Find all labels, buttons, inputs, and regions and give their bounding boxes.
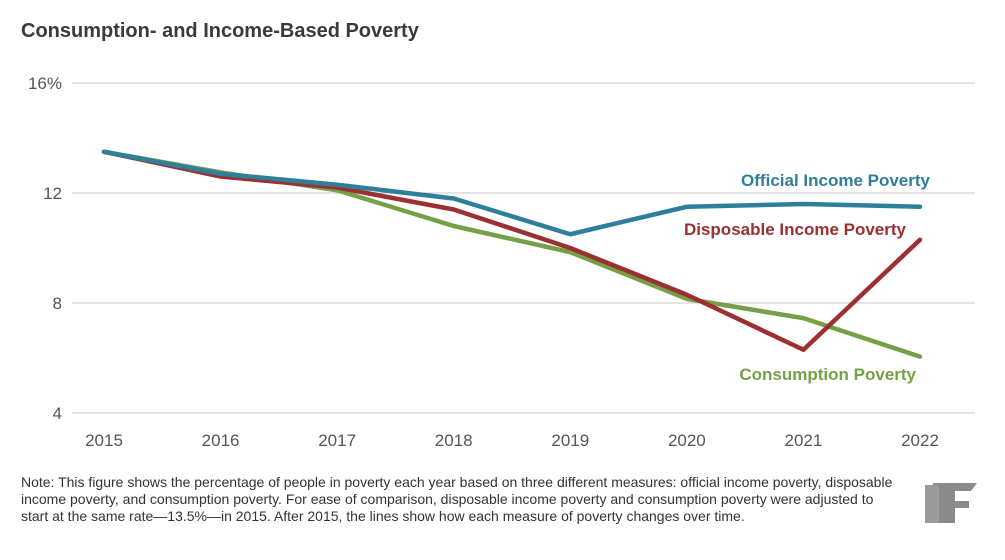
series-line-disposable-income-poverty (101, 149, 923, 352)
x-tick-label: 2020 (668, 431, 706, 450)
y-tick-label: 4 (53, 404, 62, 423)
x-tick-label: 2021 (785, 431, 823, 450)
x-tick-label: 2017 (318, 431, 356, 450)
line-chart: 4 8 12 16% 2015 2016 2017 2018 2019 2020 2021 2022 O… (28, 74, 975, 450)
series-line-official-income-poverty (101, 149, 923, 237)
y-tick-label: 12 (43, 184, 62, 203)
x-tick-label: 2019 (551, 431, 589, 450)
y-tick-label: 8 (53, 294, 62, 313)
x-tick-label: 2022 (901, 431, 939, 450)
chart-note: Note: This figure shows the percentage o… (21, 474, 893, 524)
series-label: Consumption Poverty (739, 365, 916, 384)
series-label: Official Income Poverty (741, 171, 930, 190)
series-label: Disposable Income Poverty (684, 220, 907, 239)
x-tick-label: 2018 (435, 431, 473, 450)
bf-logo (925, 483, 977, 523)
x-tick-label: 2015 (85, 431, 123, 450)
chart-title: Consumption- and Income-Based Poverty (21, 20, 419, 42)
x-tick-label: 2016 (202, 431, 240, 450)
y-tick-label: 16% (28, 74, 62, 93)
